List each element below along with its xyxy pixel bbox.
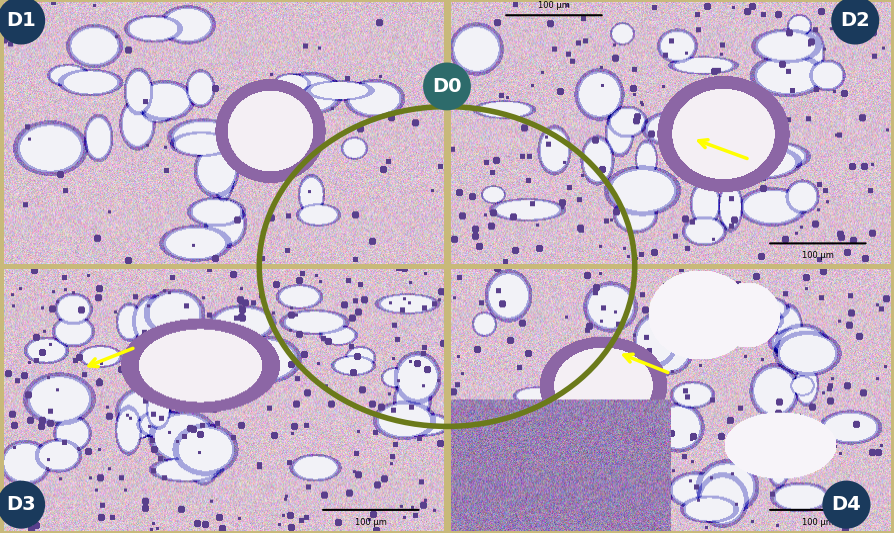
Text: D0: D0 — [433, 77, 461, 96]
Text: 100 μm: 100 μm — [802, 518, 834, 527]
Text: 100 μm: 100 μm — [355, 518, 387, 527]
Text: D2: D2 — [840, 11, 870, 30]
Text: D3: D3 — [6, 495, 36, 514]
Text: 100 μm: 100 μm — [538, 1, 569, 10]
Text: 100 μm: 100 μm — [802, 251, 834, 260]
Text: D1: D1 — [6, 11, 36, 30]
Text: D4: D4 — [831, 495, 861, 514]
